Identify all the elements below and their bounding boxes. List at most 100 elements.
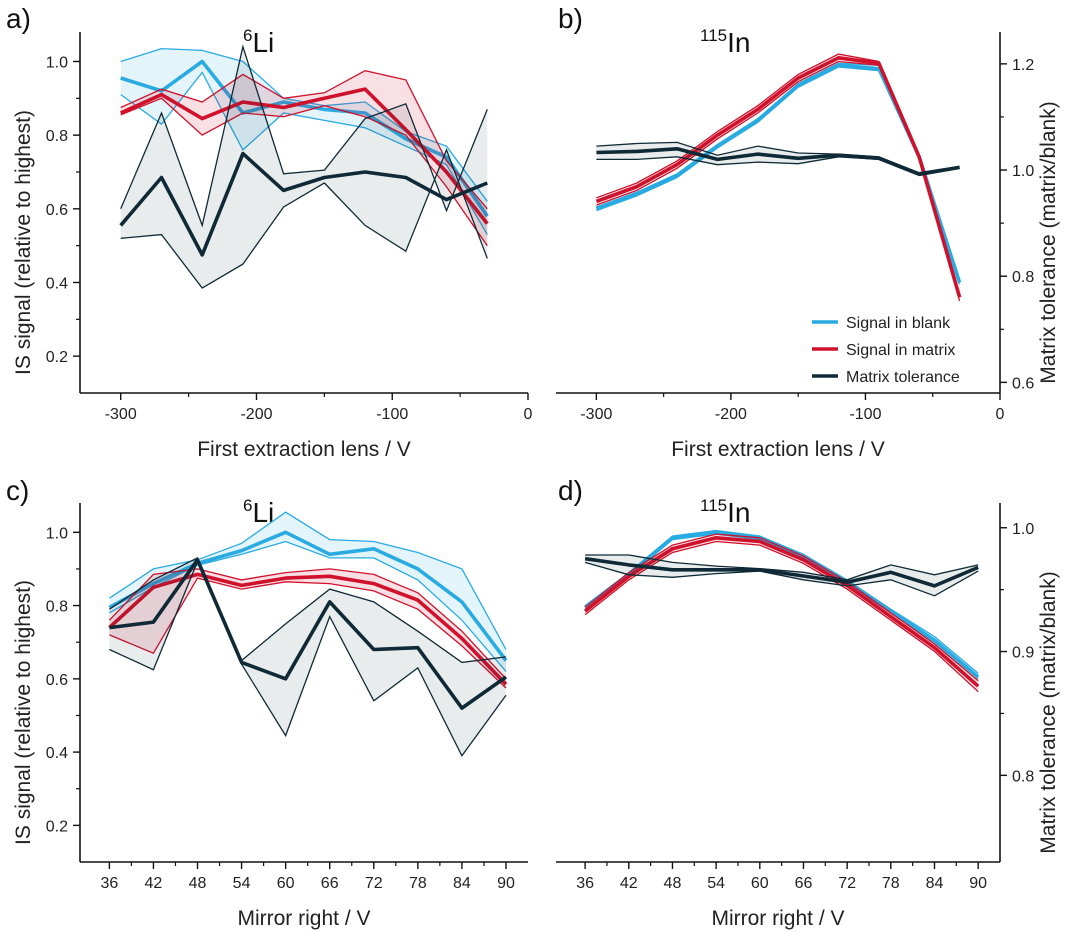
- x-tick-label: 36: [100, 875, 118, 892]
- y-axis-label: IS signal (relative to highest): [12, 580, 35, 845]
- y-tick-label: 0.8: [1012, 269, 1034, 286]
- x-tick-label: 54: [233, 875, 251, 892]
- band-edge-tolerance: [109, 557, 507, 664]
- x-tick-label: 66: [321, 875, 339, 892]
- y-axis-label: Matrix tolerance (matrix/blank): [1037, 101, 1060, 383]
- y-tick-label: 1.0: [46, 54, 68, 71]
- legend-label-matrix: Signal in matrix: [846, 342, 955, 359]
- mean-line-tolerance: [584, 556, 979, 588]
- mean-line-tolerance: [109, 557, 508, 710]
- y-axis-label: Matrix tolerance (matrix/blank): [1037, 571, 1060, 853]
- panel-label: c): [6, 475, 29, 506]
- panel-label: d): [558, 475, 583, 506]
- mean-line-matrix: [119, 87, 489, 225]
- band-edge-matrix: [120, 70, 488, 210]
- title-superscript: 6: [243, 496, 252, 515]
- title-superscript: 115: [700, 496, 727, 515]
- panel-d: 36 42 48 54 60 66 72 78 84 90 0.8 0.9 1.0 Mirror righ…: [556, 475, 1060, 930]
- x-tick-label: -300: [580, 406, 612, 423]
- x-tick-label: 0: [996, 406, 1005, 423]
- panel-b: -300 -200 -100 0 0.6 0.8 1.0 1.2 First extractio…: [556, 3, 1060, 461]
- y-tick-label: 0.8: [1012, 768, 1034, 785]
- title-element: Li: [252, 497, 274, 528]
- panel-a: -300 -200 -100 0 0.2 0.4 0.6 0.8 1.0 First extrac…: [6, 3, 533, 461]
- title-element: Li: [252, 27, 274, 58]
- band-edge-tolerance: [120, 44, 488, 228]
- x-tick-label: 48: [189, 875, 207, 892]
- band-fill-tolerance: [109, 557, 507, 756]
- x-tick-label: -300: [105, 406, 137, 423]
- y-tick-label: 0.6: [46, 672, 68, 689]
- x-tick-label: 84: [926, 875, 944, 892]
- mean-line-blank: [120, 59, 489, 218]
- x-tick-label: 78: [882, 875, 900, 892]
- mean-line-tolerance: [596, 147, 960, 177]
- mean-line-tolerance: [119, 151, 488, 257]
- panel-title: 115In: [700, 496, 750, 528]
- series-blank: [108, 511, 508, 672]
- mean-line-matrix: [108, 572, 508, 686]
- x-tick-label: 0: [524, 406, 533, 423]
- legend: Signal in blank Signal in matrix Matrix to…: [812, 315, 960, 386]
- x-axis-label: Mirror right / V: [237, 907, 370, 930]
- band-edge-blank: [120, 71, 488, 235]
- x-tick-label: -100: [849, 406, 881, 423]
- x-tick-label: 42: [145, 875, 163, 892]
- band-edge-blank: [109, 511, 507, 650]
- x-tick-label: -200: [240, 406, 272, 423]
- x-tick-label: 72: [838, 875, 856, 892]
- x-tick-label: 42: [620, 875, 638, 892]
- x-tick-label: 66: [795, 875, 813, 892]
- y-tick-label: 1.0: [46, 525, 68, 542]
- x-tick-label: 90: [497, 875, 515, 892]
- series-matrix: [108, 568, 508, 689]
- panel-title: 6Li: [243, 26, 274, 58]
- title-superscript: 6: [243, 26, 252, 45]
- x-tick-label: 48: [664, 875, 682, 892]
- band-fill-blank: [109, 512, 507, 672]
- y-tick-label: 0.6: [1012, 375, 1034, 392]
- x-axis-label: First extraction lens / V: [197, 438, 411, 461]
- band-edge-blank: [584, 533, 979, 680]
- band-edge-matrix: [120, 97, 488, 247]
- x-tick-label: 60: [277, 875, 295, 892]
- mean-line-matrix: [583, 535, 980, 688]
- series-tolerance: [584, 554, 979, 597]
- panel-c: 36 42 48 54 60 66 72 78 84 90 0.2 0.4 0.6 0.8 1.0 Mirro…: [6, 475, 528, 930]
- band-edge-tolerance: [585, 554, 979, 581]
- y-tick-label: 0.8: [46, 599, 68, 616]
- y-tick-label: 0.2: [46, 349, 68, 366]
- series-matrix: [119, 70, 489, 247]
- band-edge-matrix: [584, 533, 979, 682]
- y-tick-label: 0.2: [46, 818, 68, 835]
- series-tolerance: [596, 141, 960, 177]
- x-axis-label: First extraction lens / V: [671, 438, 885, 461]
- y-tick-label: 0.4: [46, 745, 68, 762]
- panel-label: a): [6, 3, 31, 34]
- band-edge-matrix: [108, 568, 507, 680]
- mean-line-matrix: [595, 55, 962, 298]
- band-edge-blank: [109, 540, 507, 672]
- x-tick-label: -100: [376, 406, 408, 423]
- mean-line-blank: [108, 530, 508, 662]
- band-edge-tolerance: [109, 559, 507, 758]
- x-tick-label: -200: [715, 406, 747, 423]
- legend-label-blank: Signal in blank: [846, 315, 951, 332]
- x-tick-label: 72: [365, 875, 383, 892]
- x-tick-label: 84: [453, 875, 471, 892]
- series-tolerance: [109, 557, 508, 758]
- y-axis-label: IS signal (relative to highest): [12, 110, 35, 375]
- y-tick-label: 1.0: [1012, 163, 1034, 180]
- band-edge-matrix: [596, 53, 961, 294]
- x-tick-label: 54: [707, 875, 725, 892]
- x-tick-label: 78: [409, 875, 427, 892]
- y-tick-label: 0.6: [46, 202, 68, 219]
- band-edge-tolerance: [120, 148, 488, 289]
- legend-label-tolerance: Matrix tolerance: [846, 369, 960, 386]
- y-tick-label: 1.0: [1012, 521, 1034, 538]
- panel-title: 6Li: [243, 496, 274, 528]
- x-tick-label: 90: [969, 875, 987, 892]
- panel-label: b): [558, 3, 583, 34]
- series-matrix: [595, 53, 962, 302]
